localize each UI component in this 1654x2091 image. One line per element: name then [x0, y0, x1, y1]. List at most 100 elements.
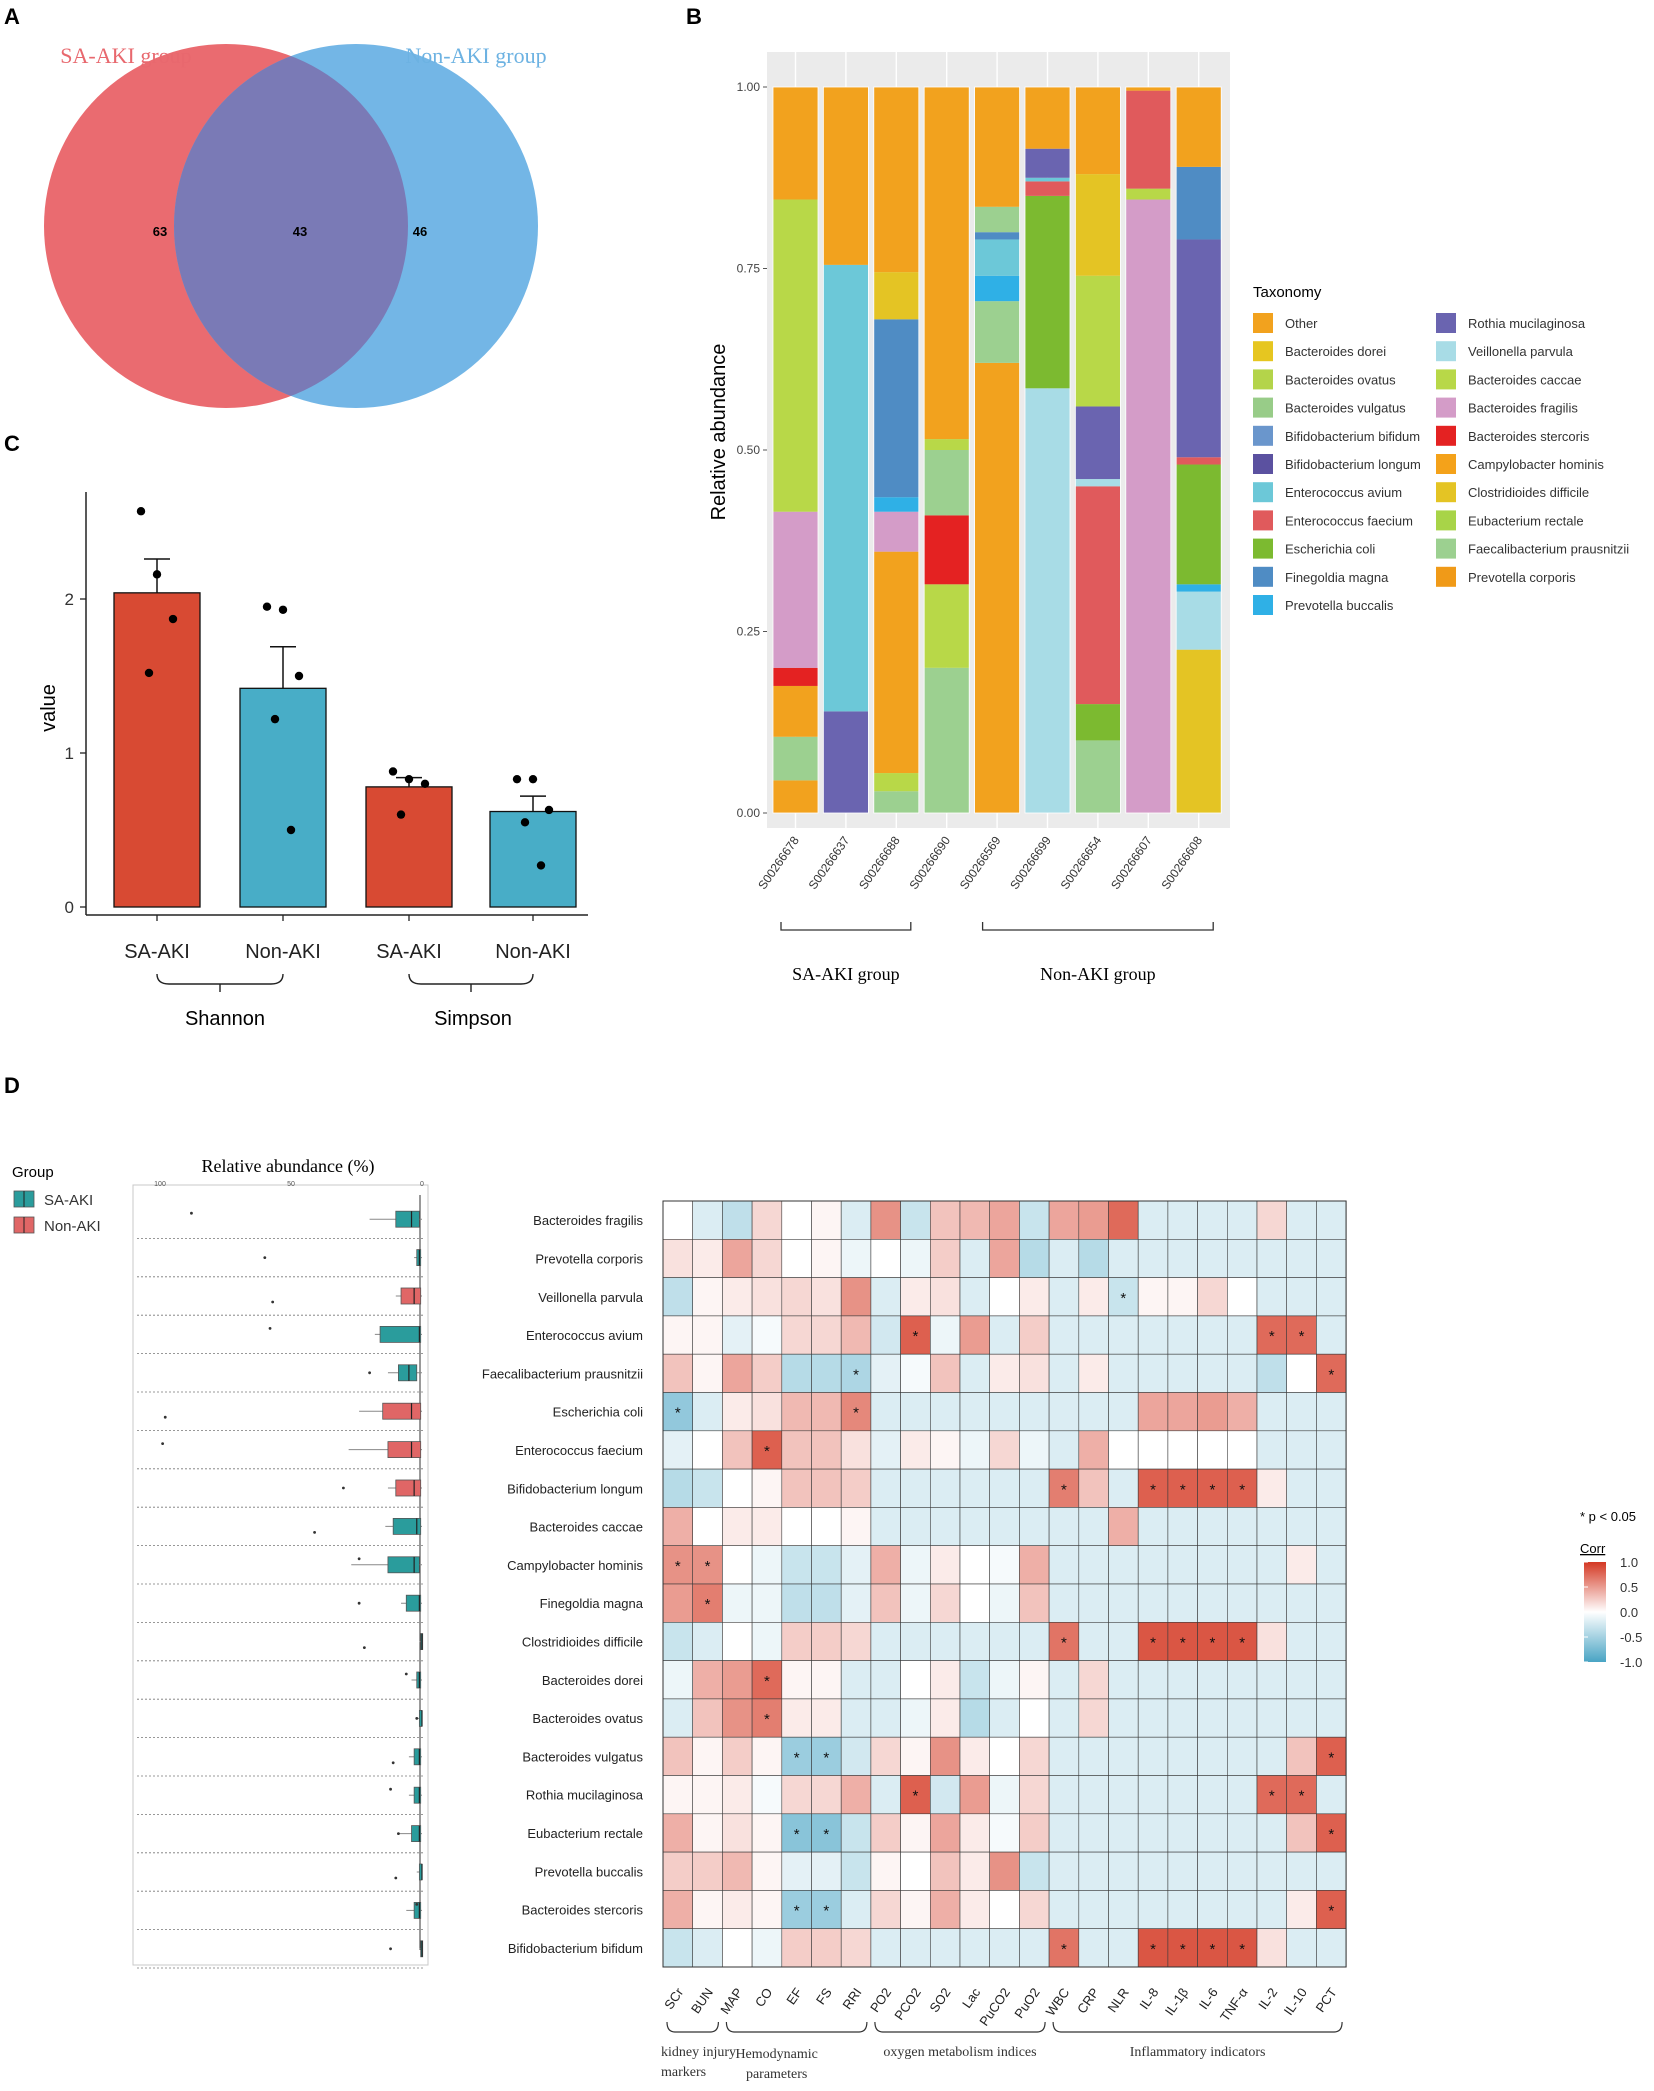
- heatmap-cell: [1078, 1813, 1109, 1853]
- heatmap-cell: [781, 1775, 812, 1815]
- heatmap-cell: [811, 1928, 842, 1968]
- box-non-aki-box: [395, 1479, 422, 1497]
- heatmap-cell: [959, 1392, 991, 1432]
- heatmap-cell: [1227, 1851, 1258, 1891]
- heatmap-cell: [1019, 1392, 1050, 1432]
- heatmap-cell: [662, 1660, 694, 1700]
- heatmap-cell: [1108, 1813, 1139, 1853]
- stacked-segment-escherichia-coli: [1176, 464, 1222, 585]
- heatmap-cell: [900, 1353, 931, 1393]
- heatmap-cell: [1286, 1239, 1317, 1278]
- heatmap-row-label: Enterococcus avium: [526, 1328, 643, 1343]
- heatmap-cell: [1227, 1736, 1258, 1776]
- heatmap-cell: [1019, 1851, 1050, 1891]
- heatmap-cell: [1019, 1277, 1050, 1317]
- heatmap-row-label: Faecalibacterium prausnitzii: [482, 1366, 643, 1381]
- heatmap-cell: [781, 1851, 812, 1891]
- box-outlier: [342, 1486, 345, 1490]
- stacked-segment-enterococcus-faecium: [1075, 486, 1121, 705]
- heatmap-cell: [1108, 1507, 1139, 1547]
- heatmap-cell: [811, 1468, 842, 1508]
- heatmap-cell: [1137, 1583, 1169, 1623]
- heatmap-cell: [1316, 1545, 1347, 1585]
- stacked-x-tick-label: S00266699: [1007, 833, 1054, 892]
- alpha-x-tick-label: SA-AKI: [376, 941, 442, 963]
- heatmap-cell: [870, 1315, 901, 1355]
- heatmap-cell: [1286, 1545, 1317, 1585]
- stacked-y-tick-label: 0.75: [737, 262, 761, 276]
- heatmap-cell: [1048, 1507, 1080, 1547]
- heatmap-cell: [1137, 1698, 1169, 1738]
- stacked-segment-faecalibacterium-prausnitzii: [974, 301, 1020, 363]
- stacked-y-tick-label: 0.50: [737, 443, 761, 457]
- heatmap-col-label: PuCO2: [976, 1985, 1013, 2029]
- heatmap-cell: [1167, 1698, 1198, 1738]
- stacked-legend-label-bifidobacterium-bifidum: Bifidobacterium bifidum: [1285, 429, 1420, 444]
- heatmap-cell: [870, 1353, 901, 1393]
- alpha-data-point: [270, 714, 280, 724]
- heatmap-cell: [722, 1277, 753, 1317]
- box-x-tick-label: 100: [154, 1181, 166, 1188]
- alpha-group-bracket: [156, 973, 284, 985]
- heatmap-cell: [1048, 1736, 1080, 1776]
- heatmap-cell: [1197, 1736, 1228, 1776]
- heatmap-col-label: EF: [783, 1985, 805, 2007]
- heatmap-cell: [840, 1200, 872, 1240]
- heatmap-cell: [1256, 1583, 1288, 1623]
- stacked-segment-finegoldia-magna: [1176, 166, 1222, 240]
- heatmap-cell: [811, 1507, 842, 1547]
- heatmap-cell: [781, 1928, 812, 1968]
- heatmap-col-label: PCO2: [891, 1985, 924, 2023]
- heatmap-cell: [929, 1775, 961, 1815]
- heatmap-cell: [1197, 1315, 1228, 1355]
- heatmap-cell: [1256, 1315, 1288, 1355]
- heatmap-cell: [870, 1698, 901, 1738]
- heatmap-cell: [1316, 1622, 1347, 1661]
- heatmap-row-label: Bifidobacterium longum: [507, 1481, 643, 1496]
- heatmap-cell: [900, 1851, 931, 1891]
- heatmap-cell: [692, 1315, 723, 1355]
- heatmap-cell: [1256, 1277, 1288, 1317]
- box-outlier: [389, 1947, 392, 1951]
- stacked-legend-swatch-enterococcus-avium: [1253, 482, 1273, 503]
- heatmap-cell: [722, 1583, 753, 1623]
- heatmap-significance-mark: *: [1328, 1826, 1334, 1843]
- heatmap-cell: [662, 1239, 694, 1278]
- heatmap-cell: [1078, 1622, 1109, 1661]
- heatmap-significance-mark: *: [823, 1826, 829, 1843]
- heatmap-cell: [692, 1698, 723, 1738]
- stacked-segment-enterococcus-avium: [1025, 177, 1070, 182]
- heatmap-cell: [662, 1928, 694, 1968]
- stacked-segment-clostridioides-difficile: [1176, 649, 1222, 813]
- stacked-segment-bacteroides-stercoris: [773, 667, 818, 686]
- heatmap-cell: [929, 1277, 961, 1317]
- heatmap-cell: [1137, 1239, 1169, 1278]
- heatmap-sig-note: * p < 0.05: [1580, 1509, 1636, 1524]
- heatmap-cell: [900, 1239, 931, 1278]
- heatmap-significance-mark: *: [794, 1903, 800, 1920]
- heatmap-cell: [1256, 1890, 1288, 1930]
- stacked-segment-escherichia-coli: [1025, 195, 1070, 389]
- venn-left-count: 63: [153, 224, 167, 239]
- heatmap-cell: [751, 1468, 783, 1508]
- stacked-legend-swatch-campylobacter-hominis: [1436, 454, 1456, 474]
- heatmap-cell: [1316, 1813, 1347, 1853]
- heatmap-cell: [1286, 1583, 1317, 1623]
- heatmap-cell: [900, 1813, 931, 1853]
- heatmap-cell: [781, 1698, 812, 1738]
- heatmap-cell: [840, 1507, 872, 1547]
- stacked-segment-other: [873, 551, 919, 774]
- heatmap-cell: [1019, 1890, 1050, 1930]
- panel-a-label: A: [4, 4, 20, 29]
- heatmap-cell: [1197, 1430, 1228, 1470]
- heatmap-cell: [1197, 1813, 1228, 1853]
- heatmap-cell: [1256, 1353, 1288, 1393]
- heatmap-cell: [840, 1890, 872, 1930]
- box-non-aki-box: [400, 1287, 422, 1305]
- heatmap-cell: [1316, 1736, 1347, 1776]
- alpha-group-bracket: [408, 973, 534, 985]
- stacked-segment-bacteroides-caccae: [773, 199, 818, 512]
- heatmap-legend-tick-label: 0.5: [1620, 1580, 1638, 1595]
- heatmap-cell: [1108, 1851, 1139, 1891]
- stacked-x-tick-label: S00266690: [906, 833, 953, 892]
